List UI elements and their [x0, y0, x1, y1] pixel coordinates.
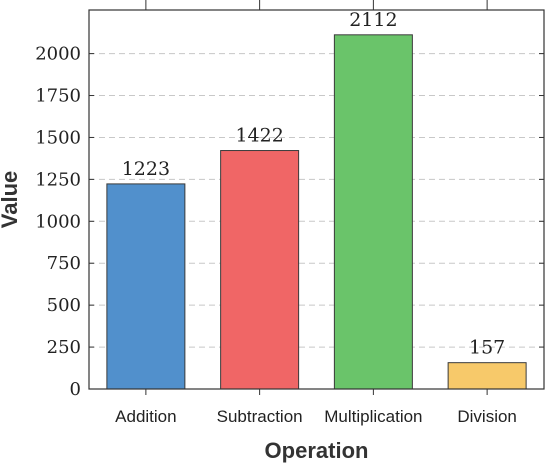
- x-tick-label: Subtraction: [217, 407, 303, 426]
- y-tick-label: 1000: [35, 211, 81, 232]
- plot-frame: [88, 9, 545, 390]
- x-tick-label: Division: [457, 407, 517, 426]
- y-tick-label: 750: [47, 253, 81, 274]
- y-tick-label: 1750: [35, 86, 81, 107]
- y-tick-label: 0: [70, 379, 81, 400]
- bars: 1223 1422 2112 157: [106, 9, 527, 390]
- data-label: 1422: [235, 125, 283, 147]
- y-tick-label: 1500: [35, 127, 81, 148]
- y-axis-title: Value: [0, 171, 22, 228]
- x-tick-label: Multiplication: [324, 407, 422, 426]
- y-tick-label: 2000: [35, 44, 81, 65]
- bar-addition: [106, 183, 186, 390]
- data-label: 1223: [122, 158, 170, 180]
- y-tick-label: 1250: [35, 169, 81, 190]
- data-label: 157: [469, 337, 505, 359]
- bar-subtraction: [220, 150, 300, 390]
- x-tick-label: Addition: [115, 407, 176, 426]
- bar-division: [447, 362, 527, 390]
- data-label: 2112: [349, 9, 397, 31]
- x-axis-title: Operation: [265, 438, 369, 463]
- y-tick-label: 250: [47, 337, 81, 358]
- axis-ticks: 0 250 500 750 1000 1250 1500 1750 2000 Addition Su…: [35, 0, 544, 426]
- y-tick-label: 500: [47, 295, 81, 316]
- bar-multiplication: [333, 34, 413, 390]
